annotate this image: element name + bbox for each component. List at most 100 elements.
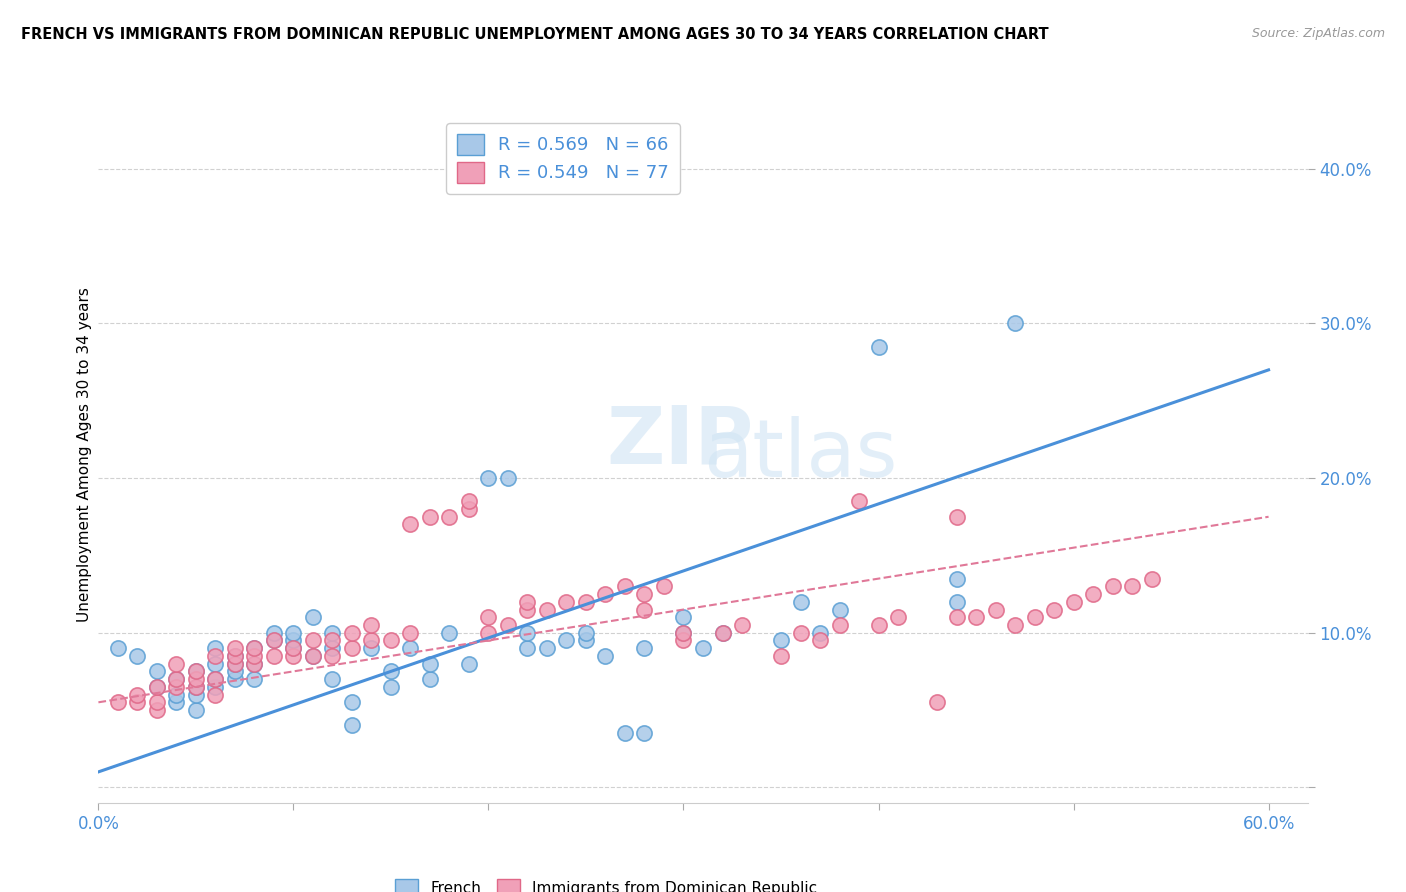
Point	[302, 633, 325, 648]
Point	[263, 633, 285, 648]
Point	[925, 695, 948, 709]
Point	[380, 680, 402, 694]
Point	[692, 641, 714, 656]
Text: FRENCH VS IMMIGRANTS FROM DOMINICAN REPUBLIC UNEMPLOYMENT AMONG AGES 30 TO 34 YE: FRENCH VS IMMIGRANTS FROM DOMINICAN REPU…	[21, 27, 1049, 42]
Point	[127, 648, 149, 663]
Point	[263, 648, 285, 663]
Point	[1081, 587, 1104, 601]
Point	[107, 641, 129, 656]
Point	[127, 688, 149, 702]
Point	[496, 618, 519, 632]
Point	[614, 726, 637, 740]
Point	[224, 648, 246, 663]
Point	[146, 680, 169, 694]
Point	[184, 680, 207, 694]
Point	[458, 502, 481, 516]
Point	[945, 572, 967, 586]
Point	[828, 602, 851, 616]
Point	[965, 610, 987, 624]
Point	[340, 695, 363, 709]
Point	[165, 688, 187, 702]
Point	[107, 695, 129, 709]
Point	[340, 641, 363, 656]
Point	[243, 657, 266, 671]
Text: Source: ZipAtlas.com: Source: ZipAtlas.com	[1251, 27, 1385, 40]
Point	[224, 648, 246, 663]
Point	[516, 595, 538, 609]
Point	[224, 665, 246, 679]
Point	[575, 595, 598, 609]
Point	[243, 657, 266, 671]
Point	[633, 726, 655, 740]
Point	[711, 625, 734, 640]
Point	[1063, 595, 1085, 609]
Point	[184, 688, 207, 702]
Point	[477, 625, 499, 640]
Point	[439, 625, 461, 640]
Point	[1024, 610, 1046, 624]
Point	[808, 625, 831, 640]
Point	[828, 618, 851, 632]
Point	[516, 625, 538, 640]
Point	[360, 633, 382, 648]
Point	[633, 602, 655, 616]
Point	[360, 618, 382, 632]
Point	[477, 610, 499, 624]
Point	[184, 665, 207, 679]
Point	[224, 657, 246, 671]
Point	[302, 648, 325, 663]
Point	[769, 633, 792, 648]
Point	[243, 641, 266, 656]
Point	[146, 680, 169, 694]
Point	[1004, 317, 1026, 331]
Point	[263, 625, 285, 640]
Point	[224, 641, 246, 656]
Point	[808, 633, 831, 648]
Point	[243, 672, 266, 686]
Point	[633, 641, 655, 656]
Point	[555, 595, 578, 609]
Text: ZIP: ZIP	[606, 402, 754, 480]
Point	[165, 672, 187, 686]
Point	[380, 665, 402, 679]
Point	[204, 641, 226, 656]
Point	[340, 718, 363, 732]
Point	[516, 602, 538, 616]
Point	[380, 633, 402, 648]
Point	[1043, 602, 1066, 616]
Point	[283, 633, 305, 648]
Point	[321, 648, 343, 663]
Point	[165, 695, 187, 709]
Legend: French, Immigrants from Dominican Republic: French, Immigrants from Dominican Republ…	[389, 873, 823, 892]
Point	[283, 625, 305, 640]
Point	[595, 648, 617, 663]
Point	[283, 641, 305, 656]
Point	[283, 641, 305, 656]
Point	[614, 579, 637, 593]
Point	[204, 680, 226, 694]
Point	[243, 648, 266, 663]
Point	[1121, 579, 1143, 593]
Point	[555, 633, 578, 648]
Point	[595, 587, 617, 601]
Point	[516, 641, 538, 656]
Point	[1004, 618, 1026, 632]
Point	[419, 672, 441, 686]
Point	[868, 618, 890, 632]
Point	[146, 665, 169, 679]
Point	[887, 610, 910, 624]
Point	[224, 657, 246, 671]
Point	[184, 680, 207, 694]
Point	[321, 625, 343, 640]
Point	[340, 625, 363, 640]
Point	[399, 625, 422, 640]
Point	[263, 633, 285, 648]
Point	[672, 625, 695, 640]
Point	[165, 680, 187, 694]
Point	[204, 648, 226, 663]
Point	[224, 672, 246, 686]
Point	[769, 648, 792, 663]
Point	[945, 610, 967, 624]
Point	[945, 509, 967, 524]
Point	[496, 471, 519, 485]
